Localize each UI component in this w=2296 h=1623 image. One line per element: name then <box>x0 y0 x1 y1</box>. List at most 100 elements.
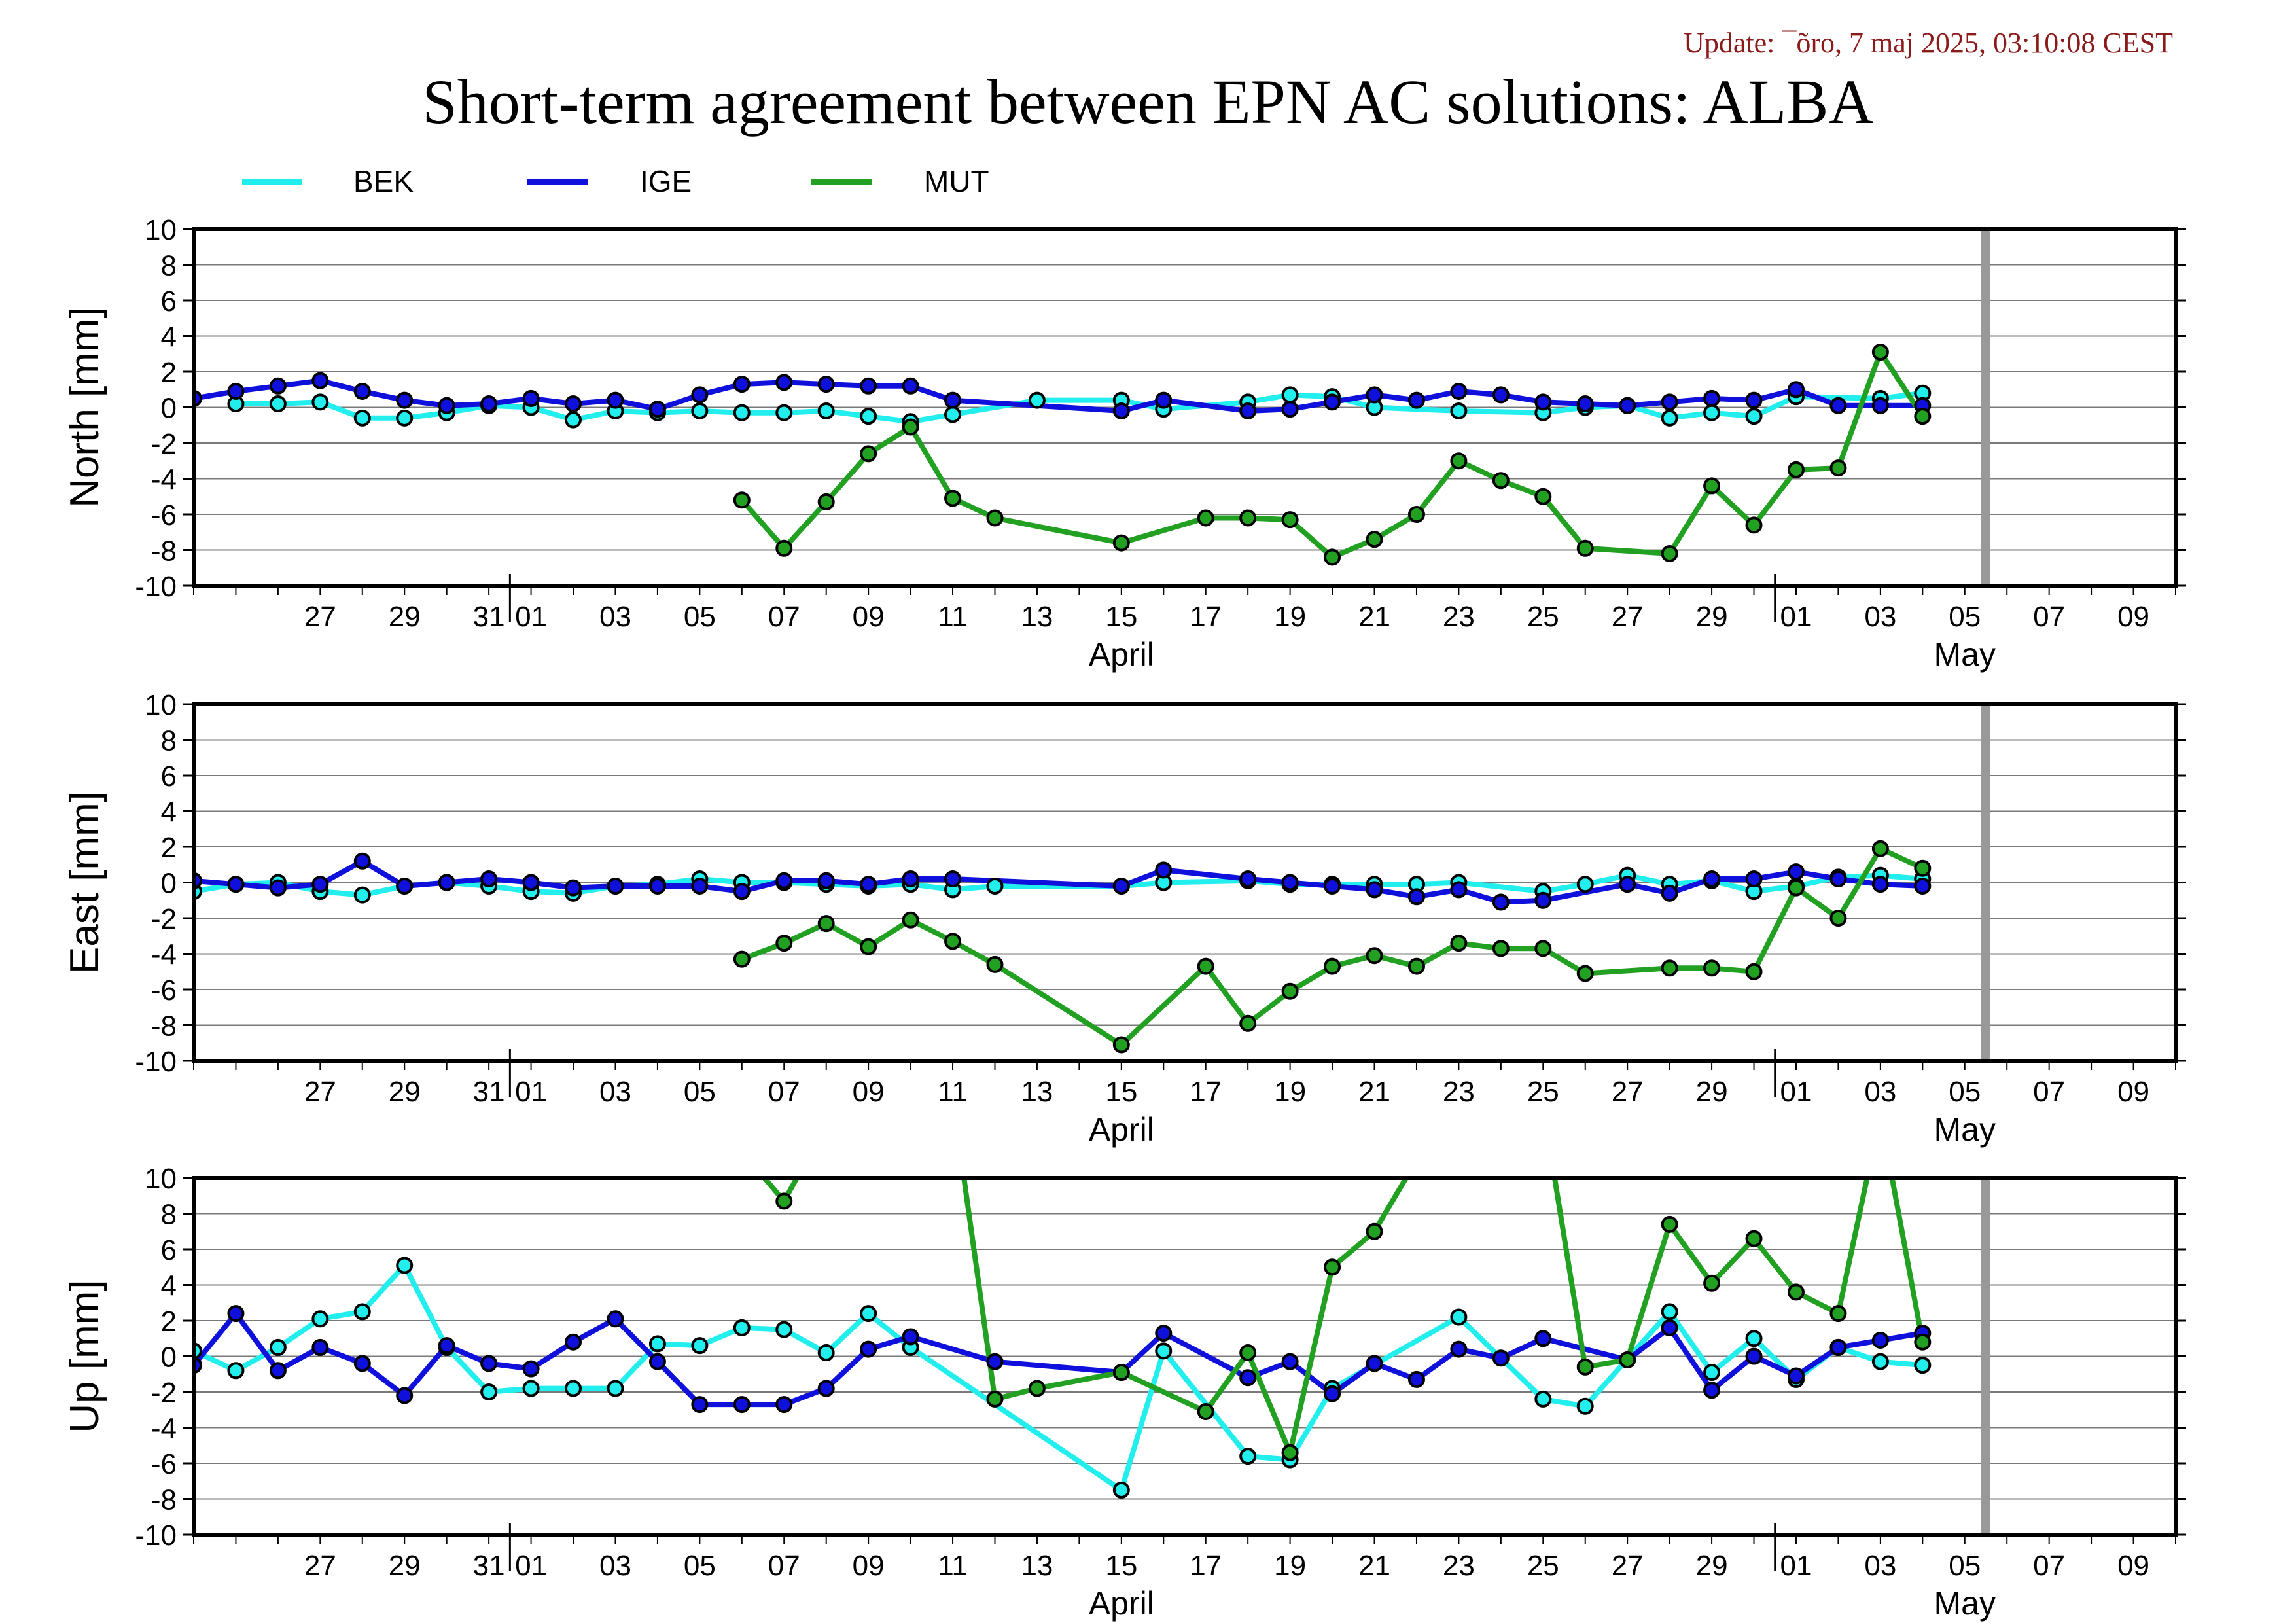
point-bek <box>311 393 329 411</box>
x-tick-label: 09 <box>2117 1076 2149 1108</box>
x-month-label: May <box>1934 636 1996 673</box>
point-ige <box>1829 397 1847 414</box>
point-mut <box>1576 965 1594 982</box>
x-tick-label: 01 <box>1780 1076 1812 1108</box>
point-ige <box>311 1338 329 1356</box>
series-line-bek <box>194 1262 1923 1493</box>
point-bek <box>1239 1448 1257 1465</box>
y-axis-label: North [mm] <box>62 307 107 508</box>
point-ige <box>396 391 414 409</box>
point-ige <box>1155 391 1173 409</box>
point-ige <box>1871 1331 1889 1349</box>
y-tick-label: 10 <box>145 1163 177 1195</box>
point-ige <box>1112 877 1130 895</box>
x-tick-label: 09 <box>853 1550 885 1582</box>
x-tick-label: 03 <box>1864 1550 1896 1582</box>
point-ige <box>775 1396 793 1414</box>
point-bek <box>353 409 371 427</box>
point-bek <box>480 1383 498 1400</box>
x-tick-label: 05 <box>684 1076 716 1108</box>
point-ige <box>1745 1347 1763 1365</box>
panel-north: 10 86 4 2 0-2 -4-6 -8 -10 27 29 31 01 03 05 07 09 11 13 15… <box>62 214 2186 673</box>
point-ige <box>1661 884 1678 902</box>
point-ige <box>1155 1325 1173 1342</box>
x-tick-label: 27 <box>1612 601 1644 633</box>
point-mut <box>1745 516 1763 534</box>
point-ige <box>565 879 582 897</box>
point-ige <box>1745 391 1763 409</box>
point-ige <box>860 1340 877 1358</box>
point-ige <box>1450 1340 1468 1358</box>
point-ige <box>438 1337 455 1355</box>
point-mut <box>775 1192 793 1210</box>
point-ige <box>691 386 709 404</box>
x-tick-label: 27 <box>1612 1550 1644 1582</box>
point-bek <box>396 409 414 427</box>
point-ige <box>1914 877 1932 895</box>
point-mut <box>1239 1014 1257 1032</box>
y-tick-label: 6 <box>161 1234 177 1266</box>
point-mut <box>1324 548 1341 566</box>
point-ige <box>1407 888 1425 906</box>
point-mut <box>1239 509 1257 527</box>
point-mut <box>1324 1258 1341 1276</box>
point-ige <box>648 1353 666 1370</box>
point-ige <box>902 377 919 395</box>
point-ige <box>1324 393 1341 411</box>
point-ige <box>1534 393 1552 411</box>
point-mut <box>1281 511 1299 529</box>
point-mut <box>1871 344 1889 361</box>
point-ige <box>1703 389 1721 407</box>
x-tick-label: 21 <box>1358 1076 1390 1108</box>
point-ige <box>1829 870 1847 888</box>
point-ige <box>902 870 919 888</box>
point-mut <box>1914 408 1932 425</box>
point-mut <box>1112 1036 1130 1054</box>
point-ige <box>353 1355 371 1372</box>
x-tick-label: 13 <box>1021 1550 1053 1582</box>
x-tick-label: 07 <box>2033 601 2065 633</box>
x-tick-label: 19 <box>1274 601 1306 633</box>
y-tick-label: -6 <box>151 974 177 1007</box>
point-bek <box>1450 1308 1468 1326</box>
x-tick-label: 01 <box>1780 1550 1812 1582</box>
point-bek <box>1703 1364 1721 1382</box>
point-bek <box>269 1338 287 1356</box>
x-tick-label: 09 <box>853 601 885 633</box>
point-mut <box>1450 935 1468 952</box>
x-tick-label: 23 <box>1443 1076 1475 1108</box>
point-ige <box>1155 861 1173 879</box>
point-ige <box>480 1355 498 1372</box>
point-mut <box>1787 1283 1805 1301</box>
point-ige <box>944 870 962 888</box>
x-tick-label: 29 <box>1696 601 1728 633</box>
point-mut <box>1534 940 1552 957</box>
point-mut <box>1407 506 1425 523</box>
point-ige <box>1871 397 1889 414</box>
point-ige <box>396 877 414 895</box>
x-tick-label: 07 <box>2033 1550 2065 1582</box>
point-mut <box>860 938 877 955</box>
x-tick-label: 25 <box>1527 601 1559 633</box>
point-ige <box>1407 1370 1425 1388</box>
point-ige <box>733 883 751 901</box>
x-tick-label: 27 <box>304 601 336 633</box>
legend-swatch-bek <box>242 179 302 185</box>
x-tick-label: 17 <box>1190 1076 1222 1108</box>
point-bek <box>353 1303 371 1321</box>
x-tick-label: 05 <box>684 1550 716 1582</box>
x-tick-label: 09 <box>2117 601 2149 633</box>
x-month-label: April <box>1089 636 1154 673</box>
x-tick-label: 03 <box>1864 601 1896 633</box>
point-mut <box>1703 1274 1721 1292</box>
y-tick-label: 4 <box>161 321 177 353</box>
point-bek <box>269 395 287 413</box>
x-tick-label: 19 <box>1274 1550 1306 1582</box>
point-ige <box>775 374 793 391</box>
point-mut <box>1619 1351 1636 1368</box>
y-axis-label: East [mm] <box>62 791 107 974</box>
y-tick-label: -10 <box>135 1046 177 1078</box>
point-mut <box>775 539 793 557</box>
point-ige <box>480 870 498 888</box>
